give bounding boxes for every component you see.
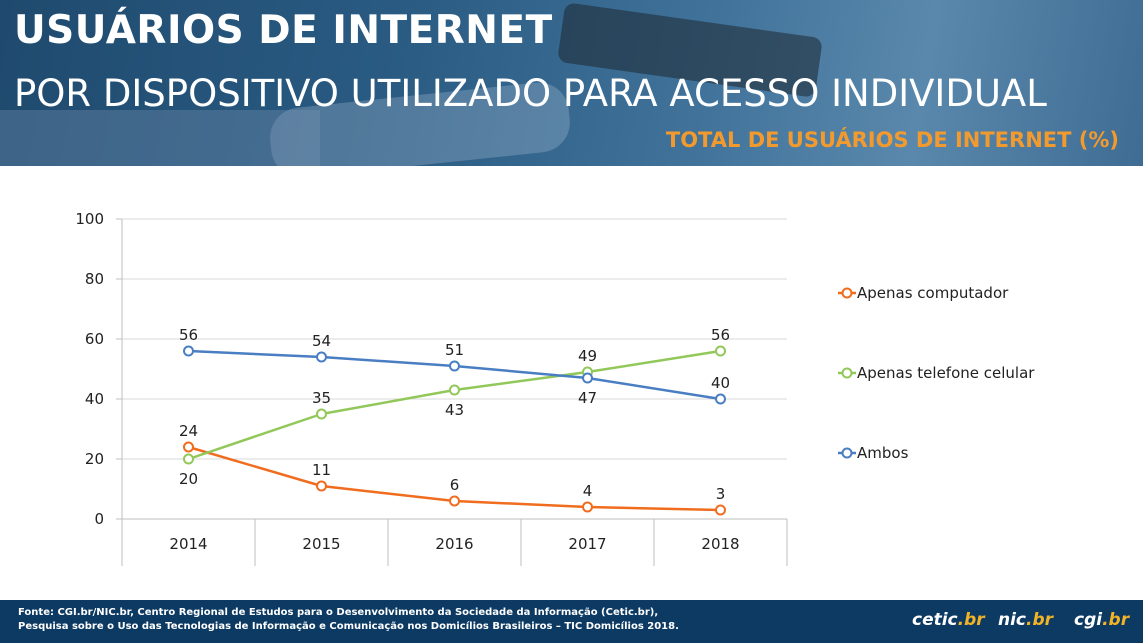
series-2-point-2016 xyxy=(449,384,460,396)
series-3-label-2016: 51 xyxy=(445,341,464,359)
chart-series xyxy=(183,345,726,516)
y-tick-label-100: 100 xyxy=(75,210,104,228)
nic-logo: nic.br xyxy=(998,610,1053,630)
series-1-label-2017: 4 xyxy=(583,482,593,500)
series-1-point-2014 xyxy=(183,441,194,453)
header-photo-band xyxy=(0,110,320,166)
chart-grid xyxy=(122,218,787,460)
series-1-point-2017 xyxy=(582,501,593,513)
header-banner: USUÁRIOS DE INTERNET POR DISPOSITIVO UTI… xyxy=(0,0,1143,166)
series-3-point-2018 xyxy=(715,393,726,405)
measure-label: TOTAL DE USUÁRIOS DE INTERNET (%) xyxy=(665,128,1119,152)
series-2-label-2018: 56 xyxy=(711,326,730,344)
x-tick-label-2018: 2018 xyxy=(701,535,739,553)
cetic-logo: cetic.br xyxy=(912,610,985,630)
chart-axes xyxy=(116,218,788,566)
series-2-point-2014 xyxy=(183,453,194,465)
line-chart: 0 20 40 60 80 100 2014 2015 2016 2017 2018 24 11 6 4… xyxy=(75,210,1035,566)
legend-item-3-label: Ambos xyxy=(857,444,909,462)
series-3-point-2017 xyxy=(582,372,593,384)
series-1-point-2016 xyxy=(449,495,460,507)
series-2-label-2014: 20 xyxy=(179,470,198,488)
page-subtitle: POR DISPOSITIVO UTILIZADO PARA ACESSO IN… xyxy=(14,72,1047,115)
series-1-label-2015: 11 xyxy=(312,461,331,479)
y-tick-label-60: 60 xyxy=(85,330,104,348)
series-1-point-2018 xyxy=(715,504,726,516)
legend-item-2-label: Apenas telefone celular xyxy=(857,364,1035,382)
series-3-label-2018: 40 xyxy=(711,374,730,392)
cetic-logo-text: cetic xyxy=(912,610,958,630)
series-2-point-2015 xyxy=(316,408,327,420)
cetic-logo-accent: .br xyxy=(957,610,985,630)
series-1-label-2018: 3 xyxy=(716,485,726,503)
x-tick-label-2014: 2014 xyxy=(169,535,207,553)
chart-legend: Apenas computador Apenas telefone celular… xyxy=(838,284,1035,462)
legend-item-2-marker xyxy=(841,367,853,379)
page-title: USUÁRIOS DE INTERNET xyxy=(14,8,553,53)
legend-item-1-label: Apenas computador xyxy=(857,284,1009,302)
series-3-label-2017: 47 xyxy=(578,389,597,407)
footer-bar: Fonte: CGI.br/NIC.br, Centro Regional de… xyxy=(0,600,1143,643)
x-axis-ticks: 2014 2015 2016 2017 2018 xyxy=(169,535,739,553)
series-3-point-2015 xyxy=(316,351,327,363)
series-2-label-2017: 49 xyxy=(578,347,597,365)
source-line-1: Fonte: CGI.br/NIC.br, Centro Regional de… xyxy=(18,607,659,618)
series-3-label-2014: 56 xyxy=(179,326,198,344)
cgi-logo-text: cgi xyxy=(1074,610,1103,630)
y-axis-ticks: 0 20 40 60 80 100 xyxy=(75,210,104,528)
nic-logo-text: nic xyxy=(998,610,1027,630)
y-tick-label-20: 20 xyxy=(85,450,104,468)
x-tick-label-2015: 2015 xyxy=(302,535,340,553)
nic-logo-accent: .br xyxy=(1026,610,1054,630)
series-1-point-2015 xyxy=(316,480,327,492)
y-tick-label-0: 0 xyxy=(94,510,104,528)
series-2-label-2016: 43 xyxy=(445,401,464,419)
x-tick-label-2017: 2017 xyxy=(568,535,606,553)
series-3-point-2014 xyxy=(183,345,194,357)
x-tick-label-2016: 2016 xyxy=(435,535,473,553)
y-tick-label-40: 40 xyxy=(85,390,104,408)
cgi-logo: cgi.br xyxy=(1074,610,1129,630)
legend-item-3-marker xyxy=(841,447,853,459)
series-2-label-2015: 35 xyxy=(312,389,331,407)
series-2-point-2018 xyxy=(715,345,726,357)
source-line-2: Pesquisa sobre o Uso das Tecnologias de … xyxy=(18,621,679,632)
y-tick-label-80: 80 xyxy=(85,270,104,288)
series-1-label-2016: 6 xyxy=(450,476,460,494)
series-3-point-2016 xyxy=(449,360,460,372)
legend-item-1-marker xyxy=(841,287,853,299)
series-1-label-2014: 24 xyxy=(179,422,198,440)
series-3-label-2015: 54 xyxy=(312,332,331,350)
cgi-logo-accent: .br xyxy=(1102,610,1130,630)
source-note: Fonte: CGI.br/NIC.br, Centro Regional de… xyxy=(18,606,738,634)
